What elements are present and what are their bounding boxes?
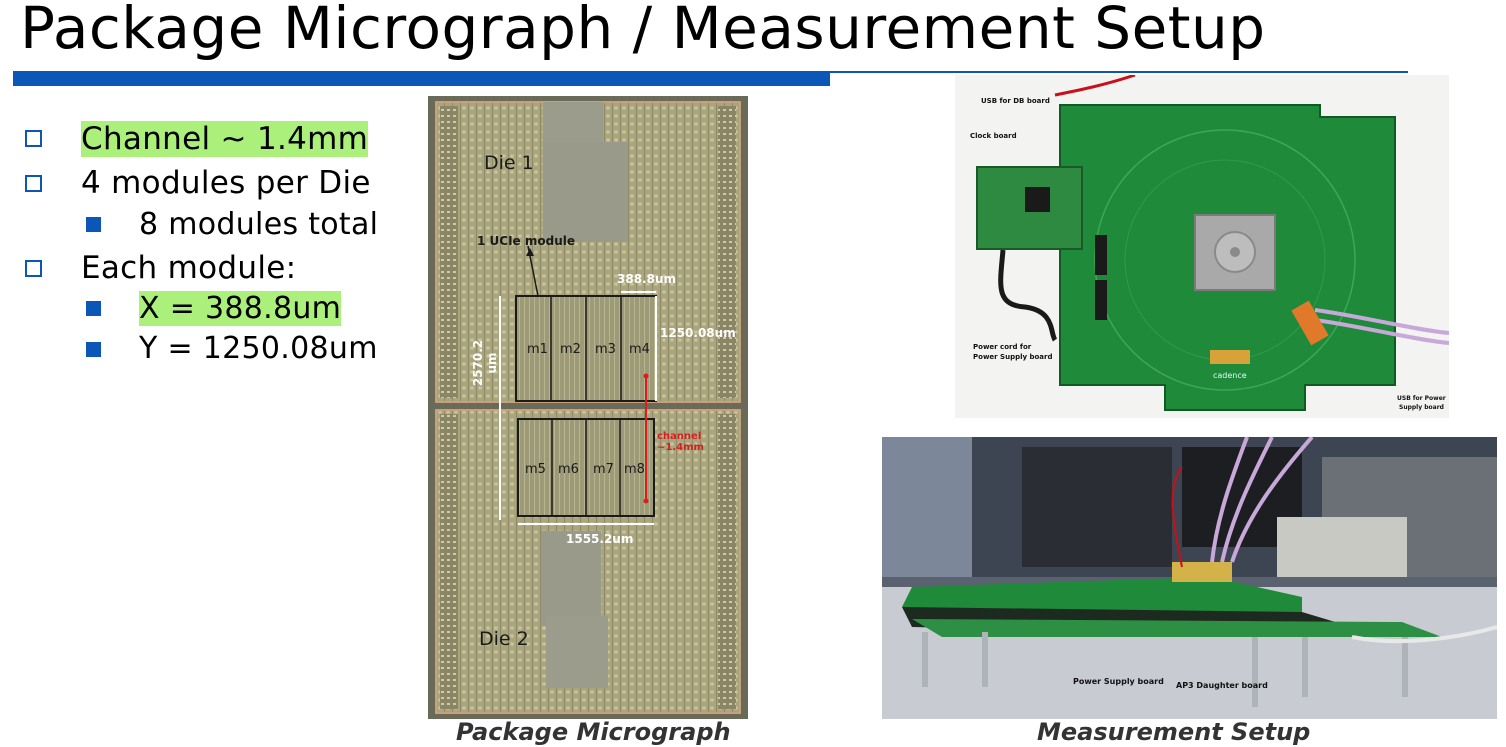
bullet-y-dimension: Y = 1250.08um: [139, 331, 378, 366]
measurement-setup-photo: Power Supply board AP3 Daughter board: [882, 437, 1497, 719]
usb-power-label-line1: USB for Power: [1397, 395, 1446, 402]
filled-square-bullet-icon: [86, 342, 101, 357]
filled-square-bullet-icon: [86, 217, 101, 232]
total-height-label: 2570.2 um: [471, 339, 499, 387]
bullet-modules-per-die: 4 modules per Die: [81, 165, 371, 201]
filled-square-bullet-icon: [86, 301, 101, 316]
bullet-x-dimension: X = 388.8um: [139, 291, 342, 326]
module-callout-label: 1 UCIe module: [477, 234, 575, 248]
package-micrograph-image: Die 1 Die 2 1 UCIe module 388.8um 1250.0…: [428, 96, 748, 719]
bullet-channel: Channel ~ 1.4mm: [81, 121, 369, 157]
test-board-photo: USB for DB board Clock board Power cord …: [955, 75, 1449, 418]
power-cord-label-line1: Power cord for: [973, 343, 1032, 351]
bullet-each-module: Each module:: [81, 250, 297, 286]
module-m5-label: m5: [525, 462, 546, 477]
slide-title: Package Micrograph / Measurement Setup: [20, 0, 1266, 62]
die2-label: Die 2: [479, 628, 529, 650]
clock-board-label: Clock board: [970, 132, 1017, 140]
bullet-modules-total: 8 modules total: [139, 207, 379, 242]
daughter-board-label: AP3 Daughter board: [1176, 681, 1268, 690]
power-cord-label-line2: Power Supply board: [973, 353, 1053, 361]
hollow-square-bullet-icon: [25, 260, 42, 277]
total-width-label: 1555.2um: [566, 532, 634, 546]
module-m3-label: m3: [595, 342, 616, 357]
hollow-square-bullet-icon: [25, 175, 42, 192]
usb-power-label-line2: Supply board: [1399, 404, 1444, 411]
channel-label: channel ~1.4mm: [657, 431, 704, 453]
brand-logo: cadence: [1213, 371, 1247, 380]
module-height-label: 1250.08um: [660, 326, 736, 340]
title-underline-thick: [13, 71, 830, 86]
module-m6-label: m6: [558, 462, 579, 477]
module-m7-label: m7: [593, 462, 614, 477]
micrograph-caption: Package Micrograph: [456, 718, 731, 746]
setup-caption: Measurement Setup: [1037, 718, 1311, 746]
hollow-square-bullet-icon: [25, 130, 42, 147]
module-m8-label: m8: [624, 462, 645, 477]
module-width-label: 388.8um: [617, 272, 677, 286]
title-underline-thin: [830, 71, 1408, 73]
module-m2-label: m2: [560, 342, 581, 357]
module-m4-label: m4: [629, 342, 650, 357]
die1-label: Die 1: [484, 152, 534, 174]
power-supply-board-label: Power Supply board: [1073, 677, 1164, 686]
module-m1-label: m1: [527, 342, 548, 357]
usb-db-label: USB for DB board: [981, 97, 1050, 105]
